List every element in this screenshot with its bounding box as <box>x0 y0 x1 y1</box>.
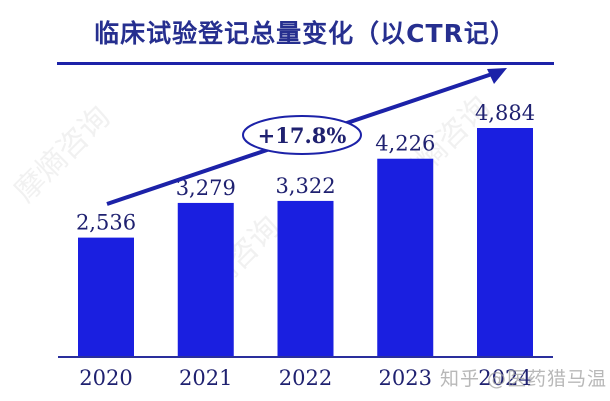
bar-value-label: 2,536 <box>76 211 136 235</box>
source-watermark: 知乎 @医药猎马温 <box>440 368 608 390</box>
bar-value-label: 4,884 <box>475 101 535 125</box>
bar-value-label: 3,322 <box>275 174 335 198</box>
growth-ellipse <box>242 115 362 155</box>
growth-label: +17.8% <box>258 123 347 148</box>
x-tick-label: 2022 <box>279 366 332 390</box>
chart-title: 临床试验登记总量变化（以CTR记） <box>94 19 516 48</box>
x-tick-label: 2023 <box>379 366 432 390</box>
x-tick-label: 2024 <box>478 366 531 390</box>
bar-2023 <box>377 158 434 356</box>
bar-2024 <box>477 128 533 356</box>
bar-2022 <box>277 200 334 356</box>
x-tick-label: 2020 <box>79 366 132 390</box>
bar-2020 <box>78 237 134 356</box>
bar-2021 <box>177 202 234 356</box>
x-tick-label: 2021 <box>179 366 232 390</box>
arrow-head-icon <box>487 68 507 84</box>
bar-value-label: 4,226 <box>375 132 435 156</box>
title-rule <box>57 62 554 65</box>
bar-value-label: 3,279 <box>176 176 236 200</box>
